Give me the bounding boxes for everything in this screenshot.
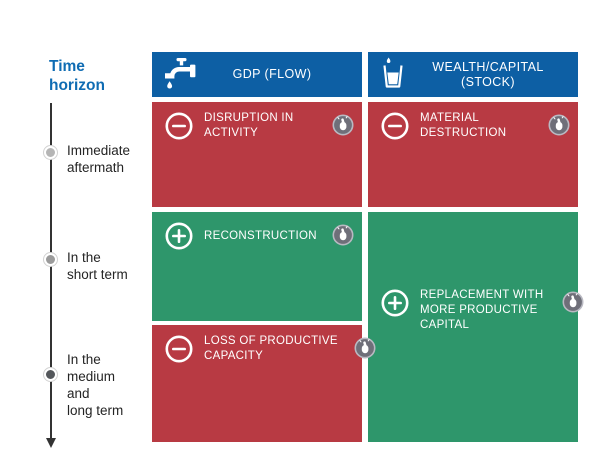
- timeline-label-short-term: In the short term: [67, 249, 128, 283]
- cell-disruption-in-activity[interactable]: DISRUPTION IN ACTIVITY: [152, 102, 362, 207]
- minus-circle-icon: [164, 334, 194, 369]
- tap-hand-icon[interactable]: [562, 291, 584, 318]
- timeline-label-line: short term: [67, 267, 128, 282]
- plus-circle-icon: [164, 221, 194, 256]
- timeline-dot-medium-long-term: [44, 368, 57, 381]
- column-header-label: GDP (FLOW): [232, 67, 312, 81]
- timeline-arrow-icon: [46, 438, 56, 448]
- timeline-label-line: In the: [67, 352, 101, 367]
- timeline-label-line: Immediate: [67, 143, 131, 158]
- timeline-label-immediate: Immediate aftermath: [67, 142, 130, 176]
- minus-circle-icon: [380, 111, 410, 146]
- cell-label: LOSS OF PRODUCTIVE CAPACITY: [204, 335, 338, 362]
- cell-label: DISRUPTION IN ACTIVITY: [204, 112, 294, 139]
- cell-replacement-with-more-productive-capital[interactable]: REPLACEMENT WITH MORE PRODUCTIVE CAPITAL: [368, 212, 584, 442]
- tap-hand-icon[interactable]: [332, 224, 354, 251]
- cell-label: RECONSTRUCTION: [204, 229, 317, 242]
- timeline-title: Time horizon: [49, 57, 105, 95]
- water-glass-icon: [378, 56, 408, 94]
- timeline-label-line: In the: [67, 250, 101, 265]
- timeline-dot-short-term: [44, 253, 57, 266]
- timeline-label-line: long term: [67, 403, 124, 418]
- timeline-dot-immediate: [44, 146, 57, 159]
- plus-circle-icon: [380, 288, 410, 323]
- timeline-label-medium-long-term: In the medium and long term: [67, 351, 123, 419]
- tap-hand-icon[interactable]: [548, 114, 570, 141]
- cell-reconstruction[interactable]: RECONSTRUCTION: [152, 212, 362, 321]
- timeline-label-line: aftermath: [67, 160, 125, 175]
- cell-label: REPLACEMENT WITH MORE PRODUCTIVE CAPITAL: [420, 289, 544, 331]
- cell-label: MATERIAL DESTRUCTION: [420, 112, 507, 139]
- timeline-axis: [50, 103, 52, 439]
- timeline-title-line: Time: [49, 58, 85, 75]
- timeline-label-line: medium: [67, 369, 116, 384]
- minus-circle-icon: [164, 111, 194, 146]
- column-header-wealth-capital-stock: WEALTH/CAPITAL (STOCK): [368, 52, 578, 97]
- cell-material-destruction[interactable]: MATERIAL DESTRUCTION: [368, 102, 578, 207]
- column-header-label: WEALTH/CAPITAL (STOCK): [432, 60, 543, 90]
- timeline-label-line: and: [67, 386, 90, 401]
- column-header-gdp-flow: GDP (FLOW): [152, 52, 362, 97]
- tap-hand-icon[interactable]: [354, 337, 376, 364]
- column-header-line: (STOCK): [461, 74, 515, 89]
- tap-hand-icon[interactable]: [332, 114, 354, 141]
- cell-loss-of-productive-capacity[interactable]: LOSS OF PRODUCTIVE CAPACITY: [152, 325, 376, 442]
- column-header-line: WEALTH/CAPITAL: [432, 59, 544, 74]
- faucet-icon: [162, 57, 198, 93]
- timeline-title-line: horizon: [49, 77, 105, 94]
